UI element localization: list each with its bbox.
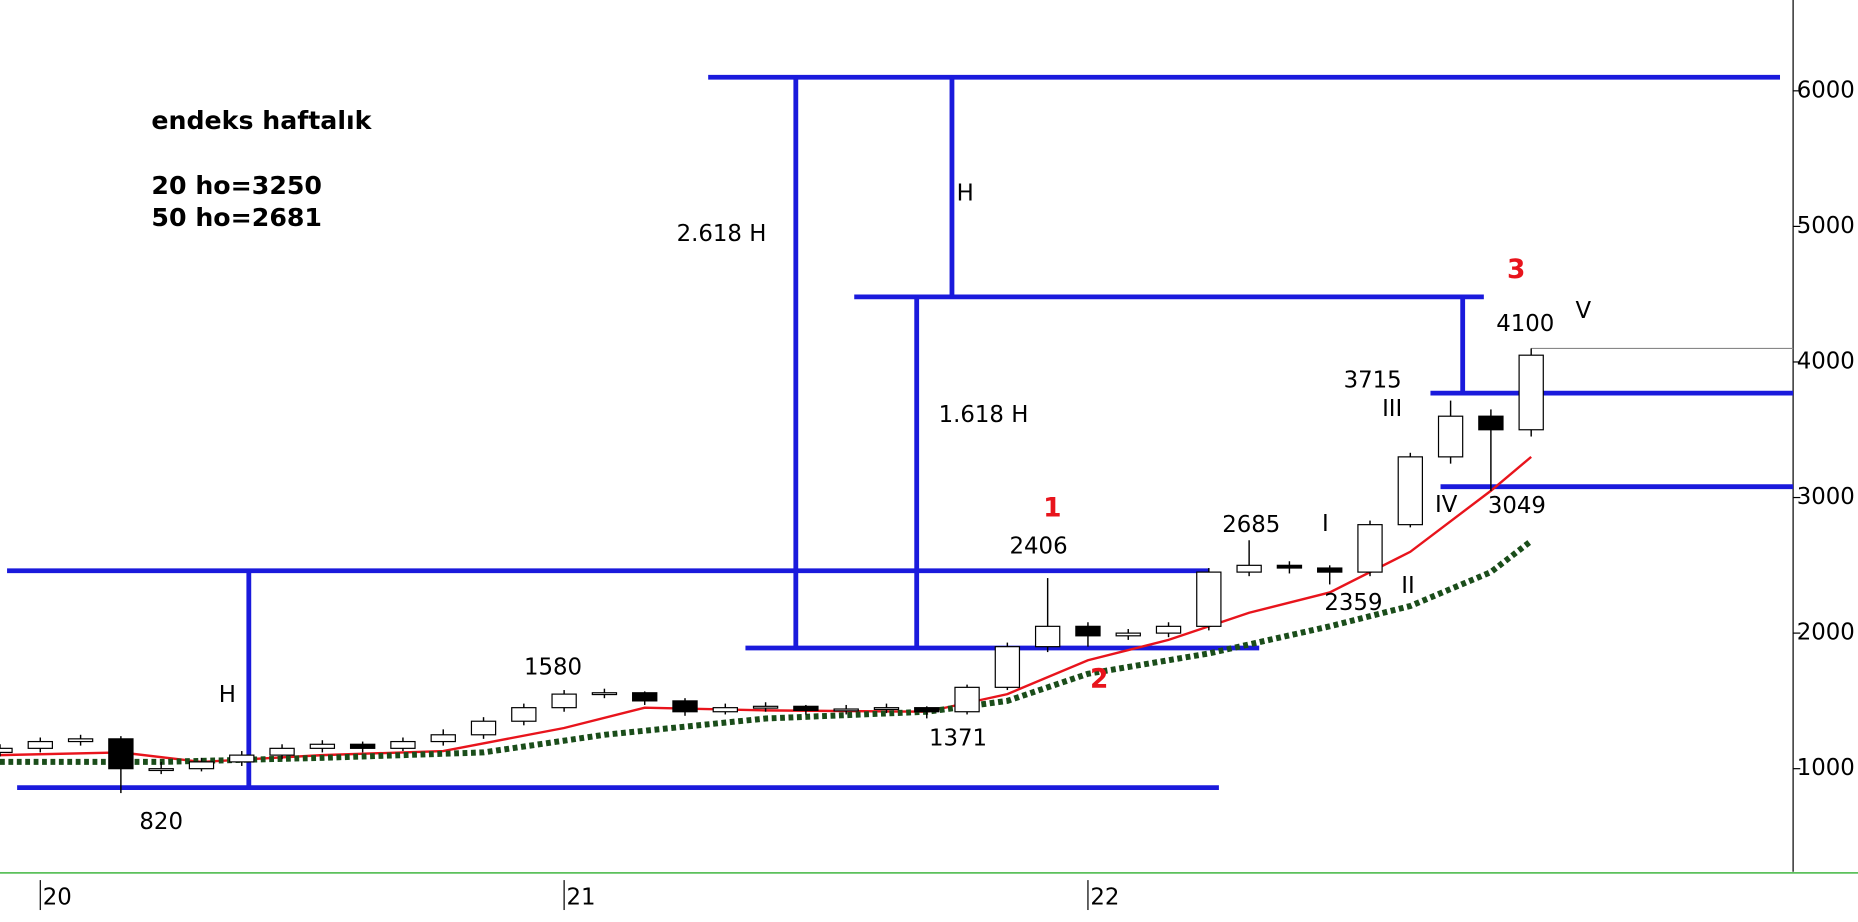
candle-body — [27, 740, 53, 749]
annotation: 2685 — [1222, 512, 1280, 538]
annotation: I — [1322, 511, 1329, 537]
y-tick-label: 3000 — [1797, 484, 1855, 510]
y-tick-label: 1000 — [1797, 755, 1855, 781]
candle-body — [914, 707, 940, 713]
x-tick-label: 20 — [43, 885, 72, 911]
candle-body — [672, 700, 698, 713]
annotation: 2359 — [1324, 590, 1382, 616]
candle-body — [1276, 564, 1303, 569]
candle-body — [994, 646, 1021, 688]
annotation: 1 — [1043, 493, 1061, 523]
candle-body — [349, 743, 376, 749]
y-tick-label: 5000 — [1797, 213, 1855, 239]
candle-body — [1437, 415, 1464, 458]
candle-body — [511, 707, 537, 722]
candle-body — [1236, 564, 1262, 573]
candle-body — [309, 743, 336, 749]
candle-body — [793, 705, 819, 711]
candle-body — [632, 692, 658, 702]
candle-body — [551, 693, 577, 709]
candle-body — [1518, 354, 1544, 431]
annotation: III — [1382, 396, 1402, 422]
annotation: IV — [1435, 492, 1458, 518]
candle-body — [833, 708, 859, 712]
candle-body — [591, 692, 618, 696]
annotation: 1371 — [929, 725, 987, 751]
candle-body — [1357, 524, 1383, 573]
candle-body — [712, 707, 738, 713]
annotation: II — [1401, 573, 1414, 599]
y-tick-label: 2000 — [1797, 620, 1855, 646]
annotation: 4100 — [1496, 311, 1554, 337]
subtitle: 20 ho=3250 — [151, 171, 322, 200]
candle-body — [1317, 567, 1343, 573]
candle-body — [752, 705, 779, 709]
moving-average — [0, 538, 1534, 765]
annotation: V — [1576, 298, 1592, 324]
annotation: 2.618 H — [677, 221, 767, 247]
candle-body — [430, 734, 456, 743]
annotation: 3049 — [1488, 493, 1546, 519]
annotation: 1.618 H — [939, 402, 1029, 428]
candle-body — [269, 747, 295, 756]
y-tick-label: 6000 — [1797, 77, 1855, 103]
annotation: H — [219, 682, 236, 708]
candle-body — [148, 768, 174, 772]
y-tick-label: 4000 — [1797, 348, 1855, 374]
candle-body — [1397, 456, 1423, 526]
candle-body — [188, 761, 215, 770]
candle-body — [67, 738, 94, 743]
annotation: 1580 — [524, 655, 582, 681]
candle-body — [108, 738, 134, 770]
subtitle: 50 ho=2681 — [151, 203, 322, 232]
candle-body — [873, 707, 900, 711]
annotation: 820 — [139, 809, 183, 835]
candle-body — [390, 740, 416, 749]
annotation: H — [957, 181, 974, 207]
candle-body — [1478, 415, 1504, 431]
candle-body — [1196, 571, 1222, 627]
candle-body — [1115, 632, 1141, 637]
x-tick-label: 21 — [567, 885, 596, 911]
candle-body — [229, 754, 255, 763]
candle-body — [1034, 625, 1061, 648]
x-tick-label: 22 — [1090, 885, 1119, 911]
candle-body — [954, 686, 980, 713]
annotation: 2 — [1090, 665, 1108, 695]
chart-title: endeks haftalık — [151, 106, 372, 135]
annotation: 3715 — [1344, 367, 1402, 393]
annotation: 3 — [1507, 255, 1525, 285]
candle-body — [1075, 625, 1101, 637]
candle-body — [470, 720, 497, 736]
annotation: 2406 — [1010, 534, 1068, 560]
candle-body — [1155, 625, 1182, 634]
candle-body — [0, 747, 13, 754]
